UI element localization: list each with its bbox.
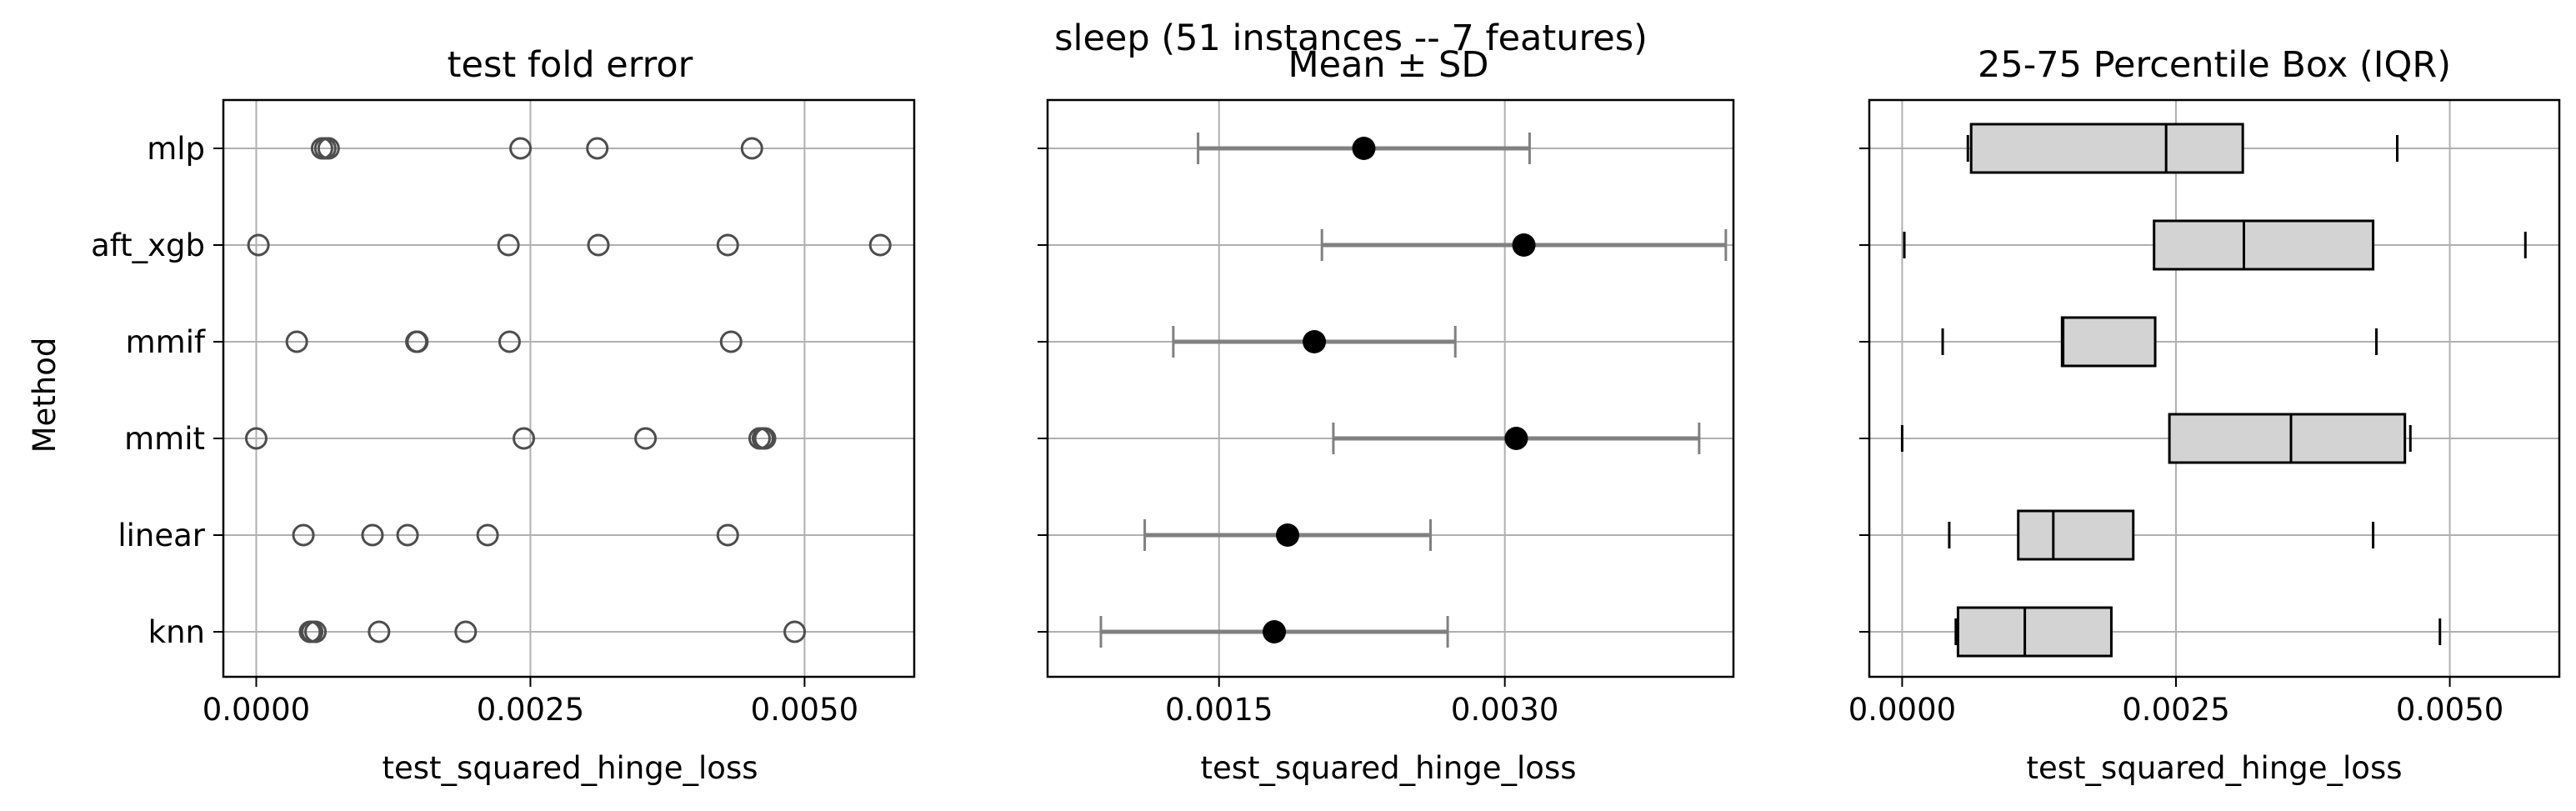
point-mlp: [509, 137, 533, 160]
iqr-box-mmit: [2168, 413, 2407, 464]
point-mmif: [498, 330, 521, 353]
y-tick-label-mlp: mlp: [147, 131, 205, 167]
y-tick-label-knn: knn: [148, 614, 205, 650]
x-tick-label: 0.0050: [751, 692, 858, 728]
y-tick-label-linear: linear: [118, 518, 205, 553]
point-knn: [783, 620, 807, 643]
mean-marker-linear: [1276, 523, 1300, 547]
mean-marker-mlp: [1352, 137, 1376, 160]
point-mmif: [285, 330, 308, 353]
point-linear: [716, 523, 739, 547]
point-knn: [454, 620, 478, 643]
y-axis-label: Method: [27, 338, 63, 453]
point-mmit: [634, 427, 658, 450]
iqr-box-frame: [1868, 98, 2561, 678]
test-fold-error-grid: [223, 100, 914, 677]
point-linear: [361, 523, 384, 547]
point-mmit: [244, 427, 268, 450]
y-tick-label-mmit: mmit: [124, 421, 205, 457]
iqr-box-xlabel: test_squared_hinge_loss: [2027, 750, 2403, 786]
mean-sd-errorbars: [1099, 133, 1728, 648]
iqr-box-boxes: [1900, 123, 2527, 658]
test-fold-error-title: test fold error: [448, 44, 693, 86]
x-tick-label: 0.0025: [2122, 692, 2229, 728]
mean-sd-grid: [1048, 100, 1733, 677]
mean-sd-xticks: 0.0015 0.0030: [1165, 677, 1558, 728]
test-fold-error-frame: [222, 98, 916, 678]
y-tick-label-aft-xgb: aft_xgb: [91, 228, 205, 263]
test-fold-error-xticks: 0.0000 0.0025 0.0050: [203, 677, 858, 728]
mean-marker-knn: [1263, 620, 1287, 643]
point-mlp: [586, 137, 609, 160]
point-mmif: [719, 330, 743, 353]
figure-suptitle: sleep (51 instances -- 7 features): [1054, 18, 1648, 59]
iqr-box-yticks: [1859, 148, 1869, 633]
mean-sd-xlabel: test_squared_hinge_loss: [1201, 750, 1577, 786]
point-aft-xgb: [587, 233, 610, 257]
point-linear: [396, 523, 419, 547]
point-aft-xgb: [868, 233, 892, 257]
iqr-box-panel: 25-75 Percentile Box (IQR) test_squared_…: [1848, 44, 2561, 786]
x-tick-label: 0.0030: [1451, 692, 1558, 728]
point-aft-xgb: [716, 233, 739, 257]
mean-marker-mmit: [1504, 427, 1528, 450]
point-knn: [368, 620, 391, 643]
mean-sd-title: Mean ± SD: [1288, 44, 1489, 86]
point-linear: [292, 523, 315, 547]
point-aft-xgb: [247, 233, 270, 257]
point-mlp: [317, 137, 340, 160]
mean-marker-mmif: [1303, 330, 1327, 353]
iqr-box-mmif: [2060, 316, 2157, 368]
point-mmit: [513, 427, 536, 450]
iqr-box-aft-xgb: [2153, 219, 2375, 271]
x-tick-label: 0.0025: [477, 692, 584, 728]
test-fold-error-panel: test fold error test_squared_hinge_loss …: [27, 44, 916, 786]
iqr-box-xticks: 0.0000 0.0025 0.0050: [1848, 677, 2503, 728]
x-tick-label: 0.0015: [1165, 692, 1273, 728]
point-mlp: [740, 137, 763, 160]
point-mmif: [406, 330, 429, 353]
x-tick-label: 0.0000: [1848, 692, 1956, 728]
point-knn: [304, 620, 328, 643]
iqr-box-linear: [2017, 509, 2135, 561]
mean-marker-aft-xgb: [1512, 233, 1536, 257]
mean-sd-panel: Mean ± SD test_squared_hinge_loss 0.0015…: [1038, 44, 1735, 786]
y-tick-label-mmif: mmif: [126, 324, 206, 360]
mean-sd-frame: [1046, 98, 1735, 678]
test-fold-error-xlabel: test_squared_hinge_loss: [383, 750, 758, 786]
point-mmit: [753, 427, 777, 450]
x-tick-label: 0.0000: [203, 692, 310, 728]
point-linear: [476, 523, 499, 547]
iqr-box-knn: [1956, 606, 2113, 658]
iqr-box-title: 25-75 Percentile Box (IQR): [1978, 44, 2451, 86]
iqr-box-mlp: [1969, 123, 2244, 174]
iqr-box-grid: [1869, 100, 2559, 677]
point-aft-xgb: [497, 233, 520, 257]
mean-sd-yticks: [1038, 148, 1048, 633]
test-fold-error-points: [244, 137, 892, 643]
x-tick-label: 0.0050: [2396, 692, 2503, 728]
